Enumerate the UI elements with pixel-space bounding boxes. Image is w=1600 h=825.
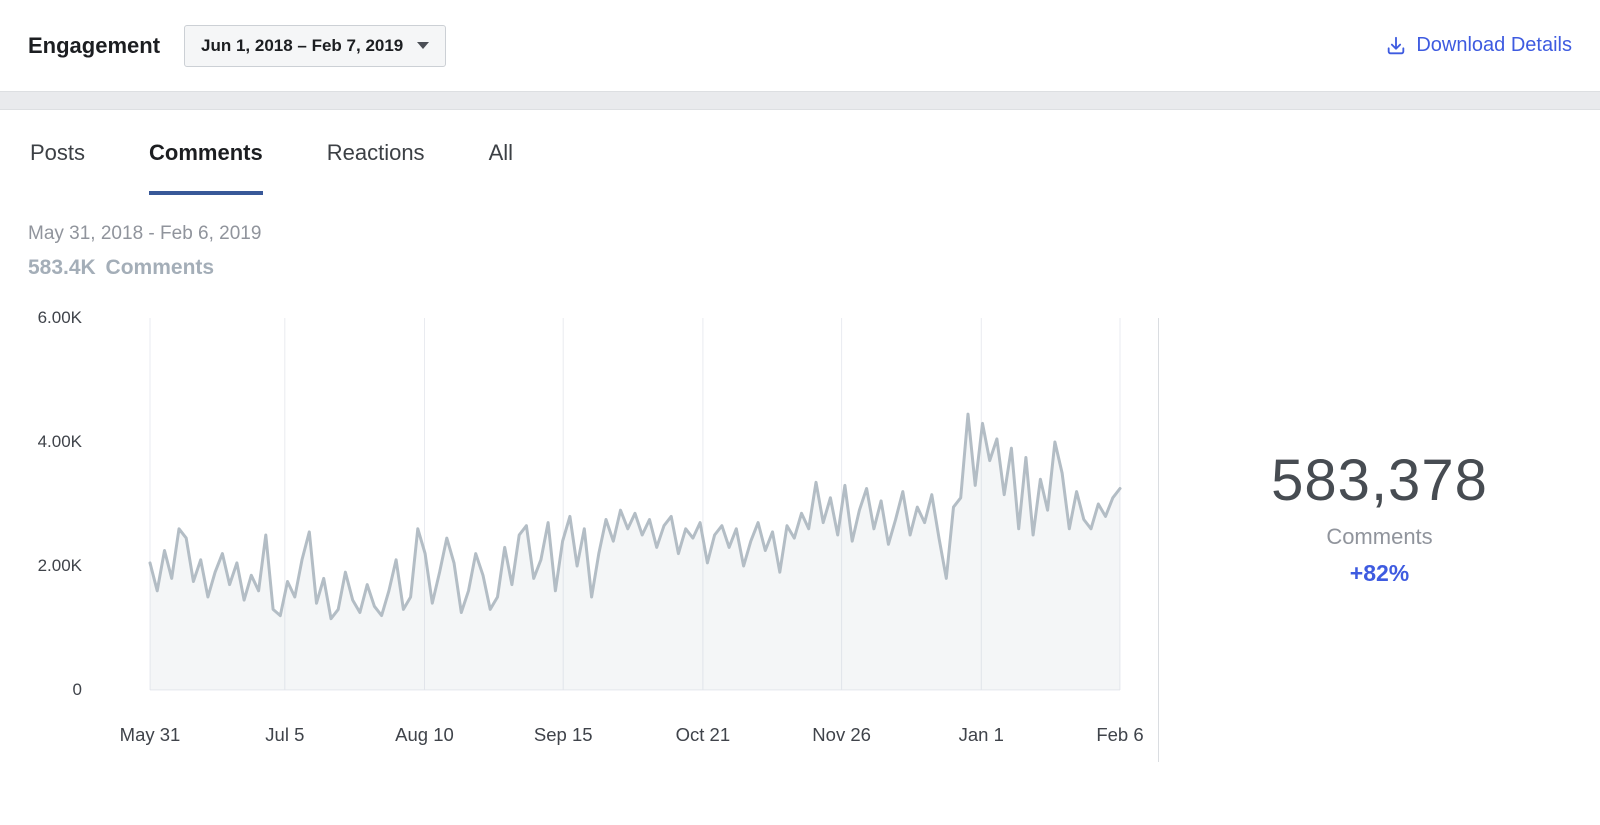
x-axis-tick-label: Feb 6 xyxy=(1096,724,1144,745)
y-axis-tick-label: 0 xyxy=(72,680,82,699)
area-fill xyxy=(150,414,1120,690)
chart-meta: May 31, 2018 - Feb 6, 2019 583.4K Commen… xyxy=(0,195,1600,280)
chevron-down-icon xyxy=(417,42,430,49)
date-range-label: Jun 1, 2018 – Feb 7, 2019 xyxy=(201,35,404,55)
download-details-label: Download Details xyxy=(1416,34,1572,56)
chart-date-range: May 31, 2018 - Feb 6, 2019 xyxy=(28,223,262,244)
download-icon xyxy=(1388,36,1405,54)
chart-row: 6.00K 4.00K 2.00K 0 May 31 Jul 5 Aug 10 Sep 15… xyxy=(0,308,1600,762)
data-line xyxy=(148,412,1122,621)
engagement-tabs: Posts Comments Reactions All xyxy=(0,110,1600,195)
x-axis-tick-label: Jul 5 xyxy=(265,724,305,745)
total-stat-panel: 583,378 Comments +82% xyxy=(1158,318,1600,762)
tab-comments[interactable]: Comments xyxy=(149,110,263,195)
download-details-link[interactable]: Download Details xyxy=(1385,34,1572,57)
tab-posts[interactable]: Posts xyxy=(30,139,86,165)
tab-reactions[interactable]: Reactions xyxy=(326,139,425,165)
stat-percent-change: +82% xyxy=(1349,560,1410,586)
x-axis-tick-label: Oct 21 xyxy=(675,724,731,745)
x-axis-tick-label: Sep 15 xyxy=(533,724,593,745)
x-axis: May 31 Jul 5 Aug 10 Sep 15 Oct 21 Nov 26 Jan 1… xyxy=(120,714,1144,762)
chart-area: 6.00K 4.00K 2.00K 0 May 31 Jul 5 Aug 10 Sep 15… xyxy=(0,308,1144,762)
y-axis-tick-label: 2.00K xyxy=(37,556,82,575)
x-axis-tick-label: Nov 26 xyxy=(812,724,871,745)
chart-total-comments: 583.4K Comments xyxy=(28,256,215,279)
stat-total-label: Comments xyxy=(1326,524,1433,549)
tab-all[interactable]: All xyxy=(488,139,514,165)
engagement-header: Engagement Jun 1, 2018 – Feb 7, 2019 Dow… xyxy=(0,0,1600,91)
section-divider xyxy=(0,91,1600,110)
stat-total-value: 583,378 xyxy=(1271,448,1488,513)
date-range-dropdown[interactable]: Jun 1, 2018 – Feb 7, 2019 xyxy=(184,24,447,67)
y-axis-tick-label: 6.00K xyxy=(37,308,82,327)
x-axis-tick-label: May 31 xyxy=(119,724,181,745)
x-axis-tick-label: Jan 1 xyxy=(958,724,1004,745)
page-title: Engagement xyxy=(28,32,161,58)
y-axis: 6.00K 4.00K 2.00K 0 xyxy=(26,308,82,699)
y-axis-tick-label: 4.00K xyxy=(37,432,82,451)
x-axis-tick-label: Aug 10 xyxy=(395,724,454,745)
engagement-line-chart xyxy=(148,318,1122,691)
